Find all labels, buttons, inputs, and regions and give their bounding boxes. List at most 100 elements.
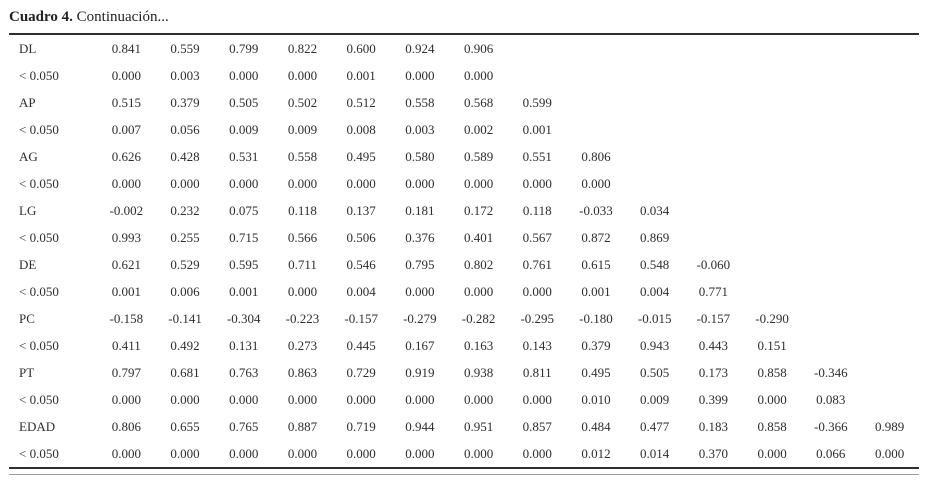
value-cell: -0.304 bbox=[226, 310, 261, 326]
value-cell: 0.118 bbox=[522, 202, 552, 218]
value-cell bbox=[801, 116, 860, 143]
value-cell: 0.558 bbox=[287, 148, 318, 164]
value-cell: -0.180 bbox=[579, 310, 613, 326]
value-cell: 0.000 bbox=[229, 445, 259, 461]
value-cell: 0.000 bbox=[346, 175, 376, 191]
table-caption-number: Cuadro 4. bbox=[9, 9, 73, 25]
value-cell: 0.600 bbox=[346, 40, 376, 56]
value-cell: 0.719 bbox=[346, 418, 376, 434]
value-cell bbox=[625, 143, 684, 170]
row-label: < 0.050 bbox=[19, 121, 59, 137]
value-cell: 0.000 bbox=[287, 391, 318, 407]
value-cell: 0.000 bbox=[757, 445, 787, 461]
variable-row: LG -0.002 0.232 0.075 0.118 0.137 0.181 0.172 0.… bbox=[9, 197, 919, 224]
value-cell: 0.273 bbox=[287, 337, 318, 353]
value-cell: 0.495 bbox=[581, 364, 611, 380]
value-cell: 0.887 bbox=[287, 418, 318, 434]
value-cell: -0.060 bbox=[696, 256, 731, 272]
value-cell: 0.000 bbox=[346, 391, 376, 407]
table-caption: Cuadro 4. Continuación... bbox=[0, 0, 927, 27]
value-cell: 0.181 bbox=[405, 202, 435, 218]
value-cell bbox=[743, 170, 802, 197]
value-cell: 0.000 bbox=[463, 391, 494, 407]
value-cell bbox=[684, 197, 743, 224]
value-cell bbox=[860, 224, 919, 251]
value-cell bbox=[860, 278, 919, 305]
value-cell: 0.399 bbox=[698, 391, 728, 407]
value-cell: 0.000 bbox=[287, 67, 318, 83]
value-cell bbox=[801, 170, 860, 197]
value-cell: 0.559 bbox=[170, 40, 200, 56]
value-cell bbox=[743, 224, 802, 251]
value-cell: 0.167 bbox=[405, 337, 435, 353]
value-cell bbox=[684, 116, 743, 143]
value-cell: 0.863 bbox=[287, 364, 318, 380]
row-label: < 0.050 bbox=[19, 445, 59, 461]
value-cell: 0.761 bbox=[522, 256, 552, 272]
value-cell: -0.346 bbox=[813, 364, 848, 380]
value-cell: 0.626 bbox=[111, 148, 141, 164]
value-cell: 0.009 bbox=[229, 121, 259, 137]
value-cell: 0.000 bbox=[111, 445, 141, 461]
value-cell: 0.034 bbox=[640, 202, 670, 218]
value-cell bbox=[743, 278, 802, 305]
value-cell: 0.000 bbox=[757, 391, 787, 407]
value-cell bbox=[801, 224, 860, 251]
value-cell bbox=[860, 34, 919, 62]
value-cell bbox=[860, 143, 919, 170]
table-bottom-rule bbox=[9, 474, 919, 475]
value-cell: 0.993 bbox=[111, 229, 141, 245]
value-cell: 0.551 bbox=[522, 148, 552, 164]
value-cell: 0.869 bbox=[640, 229, 670, 245]
value-cell: 0.232 bbox=[170, 202, 200, 218]
value-cell: 0.505 bbox=[640, 364, 670, 380]
value-cell: 0.001 bbox=[522, 121, 552, 137]
value-cell: 0.379 bbox=[581, 337, 611, 353]
value-cell bbox=[684, 224, 743, 251]
correlation-table: DL 0.841 0.559 0.799 0.822 0.600 0.924 0.906 < 0… bbox=[9, 33, 919, 469]
row-label: AG bbox=[19, 148, 38, 164]
value-cell bbox=[860, 197, 919, 224]
value-cell: 0.484 bbox=[581, 418, 611, 434]
value-cell: 0.000 bbox=[287, 283, 318, 299]
value-cell: 0.000 bbox=[170, 445, 200, 461]
value-cell: 0.000 bbox=[463, 445, 494, 461]
value-cell: 0.944 bbox=[405, 418, 435, 434]
value-cell: 0.765 bbox=[229, 418, 259, 434]
value-cell bbox=[860, 332, 919, 359]
value-cell bbox=[625, 34, 684, 62]
value-cell: 0.806 bbox=[111, 418, 141, 434]
value-cell: 0.143 bbox=[522, 337, 552, 353]
variable-row: PC -0.158 -0.141 -0.304 -0.223 -0.157 -0.279 -0… bbox=[9, 305, 919, 332]
value-cell: 0.000 bbox=[287, 445, 318, 461]
row-label: < 0.050 bbox=[19, 229, 59, 245]
value-cell: 0.872 bbox=[581, 229, 611, 245]
value-cell: 0.000 bbox=[405, 175, 435, 191]
row-label: AP bbox=[19, 94, 36, 110]
value-cell bbox=[860, 305, 919, 332]
value-cell: 0.370 bbox=[698, 445, 728, 461]
value-cell: 0.001 bbox=[111, 283, 141, 299]
value-cell: 0.007 bbox=[111, 121, 141, 137]
value-cell bbox=[860, 170, 919, 197]
value-cell: 0.000 bbox=[111, 175, 141, 191]
value-cell: 0.795 bbox=[405, 256, 435, 272]
value-cell: 0.589 bbox=[463, 148, 494, 164]
value-cell bbox=[684, 89, 743, 116]
value-cell: 0.000 bbox=[522, 445, 552, 461]
value-cell: 0.008 bbox=[346, 121, 376, 137]
value-cell: 0.000 bbox=[463, 67, 494, 83]
value-cell bbox=[567, 89, 626, 116]
value-cell: 0.010 bbox=[581, 391, 611, 407]
value-cell: -0.279 bbox=[403, 310, 437, 326]
value-cell: 0.492 bbox=[170, 337, 200, 353]
value-cell: 0.711 bbox=[288, 256, 317, 272]
variable-row: PT 0.797 0.681 0.763 0.863 0.729 0.919 0.938 0.8… bbox=[9, 359, 919, 386]
value-cell: -0.158 bbox=[109, 310, 144, 326]
value-cell: 0.000 bbox=[229, 391, 259, 407]
value-cell: 0.056 bbox=[170, 121, 200, 137]
value-cell bbox=[801, 278, 860, 305]
row-label: < 0.050 bbox=[19, 337, 59, 353]
value-cell: 0.857 bbox=[522, 418, 552, 434]
